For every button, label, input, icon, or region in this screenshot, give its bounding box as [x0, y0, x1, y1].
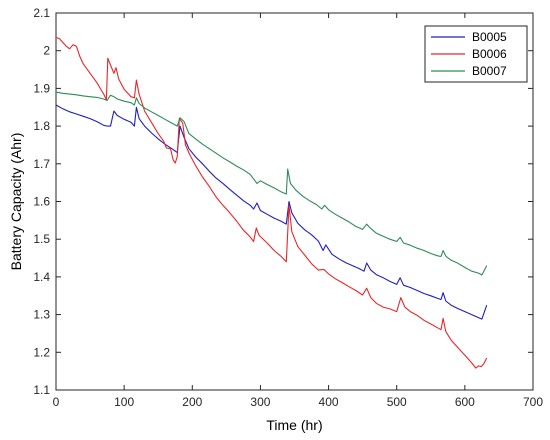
y-tick-label: 1.8 [33, 119, 50, 133]
y-tick-label: 1.6 [33, 195, 50, 209]
x-tick-label: 400 [319, 395, 339, 409]
x-tick-label: 600 [455, 395, 475, 409]
series-line-b0006 [55, 36, 488, 369]
series-lines [55, 36, 488, 369]
y-axis-title: Battery Capacity (Ahr) [8, 133, 24, 271]
y-tick-label: 1.7 [33, 157, 50, 171]
x-tick-label: 500 [387, 395, 407, 409]
x-tick-label: 300 [250, 395, 270, 409]
x-tick-label: 700 [523, 395, 543, 409]
legend-label-b0007: B0007 [472, 64, 507, 78]
y-tick-label: 2.1 [33, 6, 50, 20]
x-tick-label: 0 [53, 395, 60, 409]
y-tick-label: 1.9 [33, 81, 50, 95]
legend-label-b0005: B0005 [472, 30, 507, 44]
legend-label-b0006: B0006 [472, 47, 507, 61]
y-tick-label: 1.5 [33, 232, 50, 246]
x-axis-ticks: 0 100 200 300 400 500 600 700 [53, 13, 543, 409]
series-line-b0007 [55, 91, 488, 276]
y-tick-label: 1.3 [33, 308, 50, 322]
y-tick-label: 1.1 [33, 383, 50, 397]
x-axis-title: Time (hr) [266, 417, 322, 433]
y-axis-ticks: 1.1 1.2 1.3 1.4 1.5 1.6 1.7 1.8 1.9 2 2.1 [33, 6, 533, 397]
x-tick-label: 100 [114, 395, 134, 409]
legend: B0005 B0006 B0007 [424, 25, 528, 83]
y-tick-label: 1.4 [33, 270, 50, 284]
y-tick-label: 1.2 [33, 345, 50, 359]
series-line-b0005 [55, 104, 488, 320]
x-tick-label: 200 [182, 395, 202, 409]
y-tick-label: 2 [43, 44, 50, 58]
